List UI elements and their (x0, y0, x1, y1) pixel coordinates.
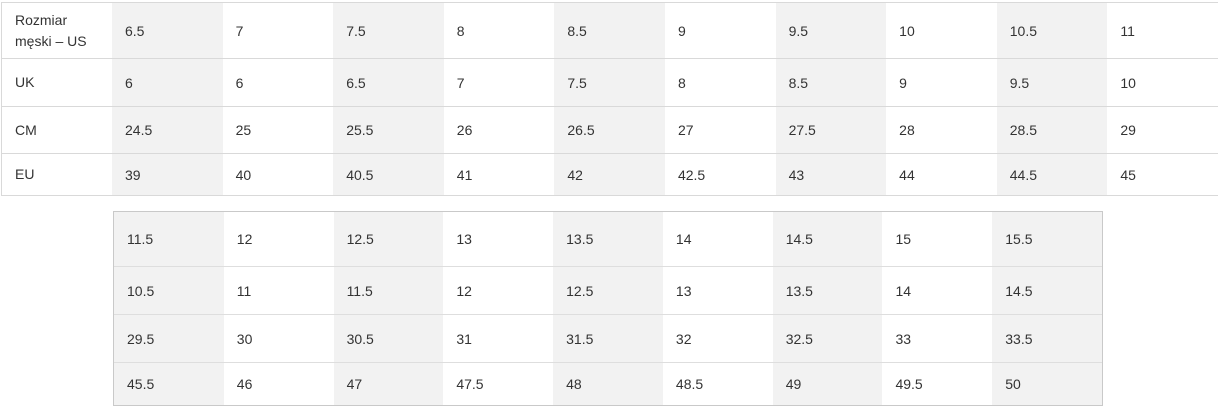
size-cell: 48.5 (675, 376, 704, 392)
size-cell: 29.5 (114, 315, 224, 362)
size-cell: 11.5 (114, 212, 224, 266)
size-cell: 15 (895, 231, 912, 247)
table-row-cm-continued: 29.5 30 30.5 31 31.5 32 32.5 33 33.5 (114, 315, 1103, 363)
size-cell: 39 (112, 154, 223, 195)
size-cell: 42 (554, 154, 665, 195)
size-cell: 8.5 (554, 3, 665, 58)
size-cell: 8 (677, 74, 686, 91)
size-cell: 13.5 (772, 267, 883, 314)
size-cell: 43 (775, 154, 887, 195)
size-cell: 10.5 (114, 267, 224, 314)
size-cell: 25 (235, 122, 252, 138)
table-row-uk: UK 6 6 6.5 7 7.5 8 8.5 9 9.5 10 (2, 59, 1218, 107)
size-cell: 11.5 (333, 267, 444, 314)
size-cell: 7 (456, 74, 465, 91)
size-cell: 7.5 (333, 3, 444, 58)
size-cell: 30.5 (333, 315, 444, 362)
size-cell: 12.5 (553, 267, 663, 314)
size-cell: 47 (333, 363, 444, 405)
size-cell: 30 (236, 330, 253, 347)
size-cell: 45.5 (114, 363, 224, 405)
size-cell: 31.5 (553, 315, 663, 362)
size-cell: 11 (1120, 22, 1135, 39)
size-cell: 10 (899, 22, 915, 39)
size-cell: 7.5 (554, 59, 665, 106)
size-cell: 10 (1120, 74, 1136, 91)
size-cell: 31 (456, 330, 472, 347)
table-row-eu: EU 39 40 40.5 41 42 42.5 43 44 44.5 45 (2, 154, 1218, 196)
size-cell: 44.5 (996, 154, 1108, 195)
size-cell: 8.5 (775, 59, 887, 106)
table-row-eu-continued: 45.5 46 47 47.5 48 48.5 49 49.5 50 (114, 363, 1103, 405)
size-cell: 6 (112, 59, 223, 106)
table-row-uk-continued: 10.5 11 11.5 12 12.5 13 13.5 14 14.5 (114, 267, 1103, 315)
size-cell: 14 (895, 282, 912, 299)
size-cell: 28.5 (996, 107, 1108, 153)
size-cell: 45 (1120, 166, 1136, 183)
size-cell: 40.5 (333, 154, 444, 195)
size-table-main: Rozmiar męski – US 6.5 7 7.5 8 8.5 9 9.5… (1, 2, 1218, 196)
size-cell: 14.5 (992, 267, 1103, 314)
size-cell: 13 (675, 282, 692, 299)
size-cell: 49.5 (895, 376, 923, 392)
table-row-us-continued: 11.5 12 12.5 13 13.5 14 14.5 15 15.5 (114, 212, 1103, 267)
size-cell: 33.5 (992, 315, 1103, 362)
size-cell: 12 (456, 282, 472, 299)
size-cell: 46 (236, 376, 253, 392)
size-cell: 9 (677, 22, 686, 39)
size-cell: 14 (675, 231, 692, 247)
size-cell: 6.5 (333, 59, 444, 106)
size-cell: 27 (677, 122, 694, 138)
size-cell: 50 (992, 363, 1103, 405)
size-cell: 9.5 (996, 59, 1108, 106)
table-row-cm: CM 24.5 25 25.5 26 26.5 27 27.5 28 28.5 … (2, 107, 1218, 154)
size-cell: 44 (899, 166, 915, 183)
size-table-continued: 11.5 12 12.5 13 13.5 14 14.5 15 15.5 10.… (113, 211, 1103, 406)
row-label-cm: CM (2, 107, 112, 153)
size-cell: 27.5 (775, 107, 887, 153)
size-cell: 33 (895, 330, 912, 347)
size-cell: 32.5 (772, 315, 883, 362)
size-cell: 42.5 (677, 166, 706, 183)
size-cell: 41 (456, 166, 473, 183)
table-row-us: Rozmiar męski – US 6.5 7 7.5 8 8.5 9 9.5… (2, 3, 1218, 59)
size-cell: 12.5 (333, 212, 444, 266)
size-cell: 15.5 (992, 212, 1103, 266)
size-cell: 32 (675, 330, 692, 347)
size-cell: 11 (236, 282, 252, 299)
size-cell: 6.5 (112, 3, 223, 58)
size-cell: 40 (235, 166, 252, 183)
size-cell: 25.5 (333, 107, 444, 153)
size-cell: 9 (899, 74, 907, 91)
size-cell: 9.5 (775, 3, 887, 58)
size-cell: 13.5 (553, 212, 663, 266)
size-cell: 14.5 (772, 212, 883, 266)
size-cell: 49 (772, 363, 883, 405)
size-cell: 28 (899, 122, 915, 138)
row-label-eu: EU (2, 154, 112, 195)
size-cell: 6 (235, 74, 244, 91)
size-cell: 48 (553, 363, 663, 405)
size-cell: 26.5 (554, 107, 665, 153)
size-cell: 47.5 (456, 376, 484, 392)
size-cell: 13 (456, 231, 472, 247)
row-label-uk: UK (2, 59, 112, 106)
size-cell: 10.5 (996, 3, 1108, 58)
size-cell: 29 (1120, 122, 1136, 138)
row-label-us: Rozmiar męski – US (2, 3, 112, 58)
size-cell: 24.5 (112, 107, 223, 153)
size-cell: 7 (235, 22, 244, 39)
size-cell: 8 (456, 22, 465, 39)
size-cell: 12 (236, 231, 253, 247)
size-cell: 26 (456, 122, 473, 138)
